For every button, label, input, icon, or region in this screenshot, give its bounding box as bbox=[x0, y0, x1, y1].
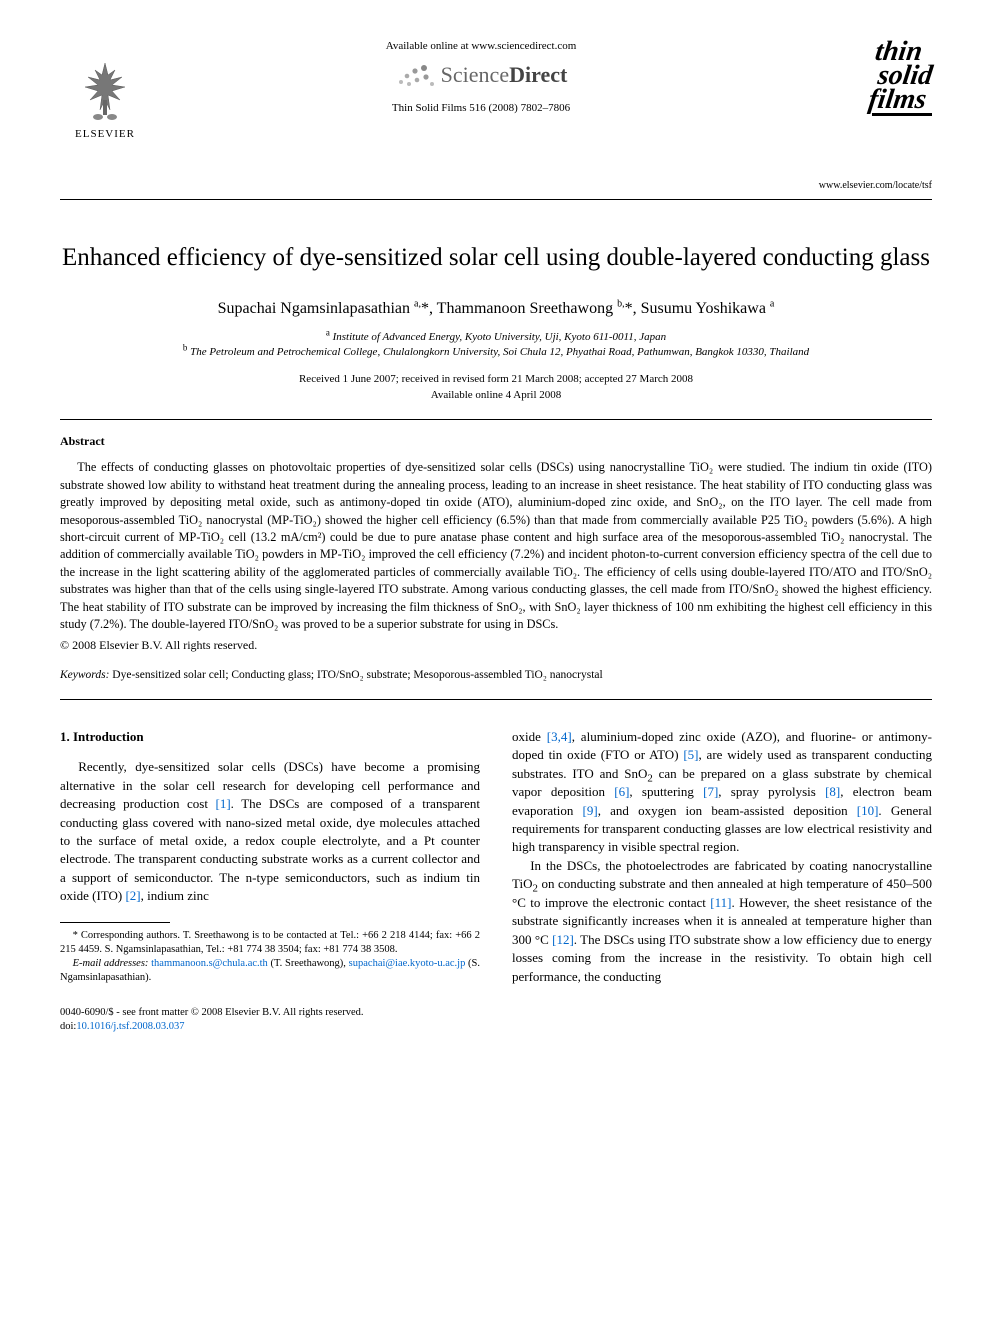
email1-paren: (T. Sreethawong), bbox=[268, 958, 346, 969]
article-dates: Received 1 June 2007; received in revise… bbox=[60, 372, 932, 403]
ref-link-7[interactable]: [7] bbox=[703, 784, 718, 799]
page-header: ELSEVIER Available online at www.science… bbox=[60, 40, 932, 191]
sd-suffix: Direct bbox=[509, 62, 567, 87]
ref-link-10[interactable]: [10] bbox=[857, 803, 879, 818]
sd-prefix: Science bbox=[441, 62, 509, 87]
journal-line3: films bbox=[866, 84, 928, 115]
page-footer: 0040-6090/$ - see front matter © 2008 El… bbox=[60, 1006, 932, 1034]
footnotes: * Corresponding authors. T. Sreethawong … bbox=[60, 929, 480, 986]
ref-link-5[interactable]: [5] bbox=[683, 747, 698, 762]
authors-line: Supachai Ngamsinlapasathian a,*, Thamman… bbox=[60, 300, 932, 318]
affiliation-b: b The Petroleum and Petrochemical Colleg… bbox=[60, 345, 932, 360]
footnote-separator bbox=[60, 922, 170, 923]
citation-line: Thin Solid Films 516 (2008) 7802–7806 bbox=[392, 102, 570, 114]
affiliations: a Institute of Advanced Energy, Kyoto Un… bbox=[60, 330, 932, 361]
header-center: Available online at www.sciencedirect.co… bbox=[150, 40, 812, 114]
intro-para-right-2: In the DSCs, the photoelectrodes are fab… bbox=[512, 857, 932, 986]
date-available: Available online 4 April 2008 bbox=[60, 388, 932, 403]
journal-logo: thin solid films www.elsevier.com/locate… bbox=[812, 40, 932, 191]
journal-url: www.elsevier.com/locate/tsf bbox=[812, 180, 932, 191]
keywords-line: Keywords: Dye-sensitized solar cell; Con… bbox=[60, 669, 932, 681]
doi-label: doi: bbox=[60, 1021, 76, 1032]
date-received: Received 1 June 2007; received in revise… bbox=[60, 372, 932, 387]
affiliation-a: a Institute of Advanced Energy, Kyoto Un… bbox=[60, 330, 932, 345]
intro-para-left: Recently, dye-sensitized solar cells (DS… bbox=[60, 758, 480, 906]
email-link-1[interactable]: thammanoon.s@chula.ac.th bbox=[151, 958, 268, 969]
ref-link-6[interactable]: [6] bbox=[614, 784, 629, 799]
intro-para-right-1: oxide [3,4], aluminium-doped zinc oxide … bbox=[512, 728, 932, 857]
elsevier-logo: ELSEVIER bbox=[60, 40, 150, 140]
body-columns: 1. Introduction Recently, dye-sensitized… bbox=[60, 728, 932, 986]
sciencedirect-dots-icon bbox=[395, 60, 435, 90]
ref-link-1[interactable]: [1] bbox=[215, 796, 230, 811]
ref-link-12[interactable]: [12] bbox=[552, 932, 574, 947]
ref-link-3-4[interactable]: [3,4] bbox=[547, 729, 572, 744]
email-label: E-mail addresses: bbox=[73, 958, 149, 969]
ref-link-2[interactable]: [2] bbox=[125, 888, 140, 903]
abstract-body: The effects of conducting glasses on pho… bbox=[60, 459, 932, 634]
sciencedirect-logo: ScienceDirect bbox=[395, 60, 568, 90]
abstract-heading: Abstract bbox=[60, 434, 932, 449]
abstract-copyright: © 2008 Elsevier B.V. All rights reserved… bbox=[60, 638, 932, 653]
corresponding-note: * Corresponding authors. T. Sreethawong … bbox=[60, 929, 480, 957]
abstract-bottom-rule bbox=[60, 699, 932, 700]
doi-line: doi:10.1016/j.tsf.2008.03.037 bbox=[60, 1020, 932, 1034]
journal-title-graphic: thin solid films bbox=[872, 40, 932, 116]
elsevier-label: ELSEVIER bbox=[75, 128, 135, 140]
column-right: oxide [3,4], aluminium-doped zinc oxide … bbox=[512, 728, 932, 986]
article-title: Enhanced efficiency of dye-sensitized so… bbox=[60, 242, 932, 273]
column-left: 1. Introduction Recently, dye-sensitized… bbox=[60, 728, 480, 986]
ref-link-9[interactable]: [9] bbox=[583, 803, 598, 818]
keywords-label: Keywords: bbox=[60, 669, 109, 681]
abstract-top-rule bbox=[60, 419, 932, 420]
elsevier-tree-icon bbox=[70, 55, 140, 125]
available-online-text: Available online at www.sciencedirect.co… bbox=[386, 40, 577, 52]
ref-link-11[interactable]: [11] bbox=[710, 895, 731, 910]
keywords-text: Dye-sensitized solar cell; Conducting gl… bbox=[109, 669, 602, 681]
sciencedirect-text: ScienceDirect bbox=[441, 62, 568, 88]
header-rule bbox=[60, 199, 932, 200]
email-line: E-mail addresses: thammanoon.s@chula.ac.… bbox=[60, 957, 480, 985]
issn-line: 0040-6090/$ - see front matter © 2008 El… bbox=[60, 1006, 932, 1020]
section-heading-intro: 1. Introduction bbox=[60, 728, 480, 746]
doi-link[interactable]: 10.1016/j.tsf.2008.03.037 bbox=[76, 1021, 184, 1032]
ref-link-8[interactable]: [8] bbox=[825, 784, 840, 799]
email-link-2[interactable]: supachai@iae.kyoto-u.ac.jp bbox=[349, 958, 466, 969]
